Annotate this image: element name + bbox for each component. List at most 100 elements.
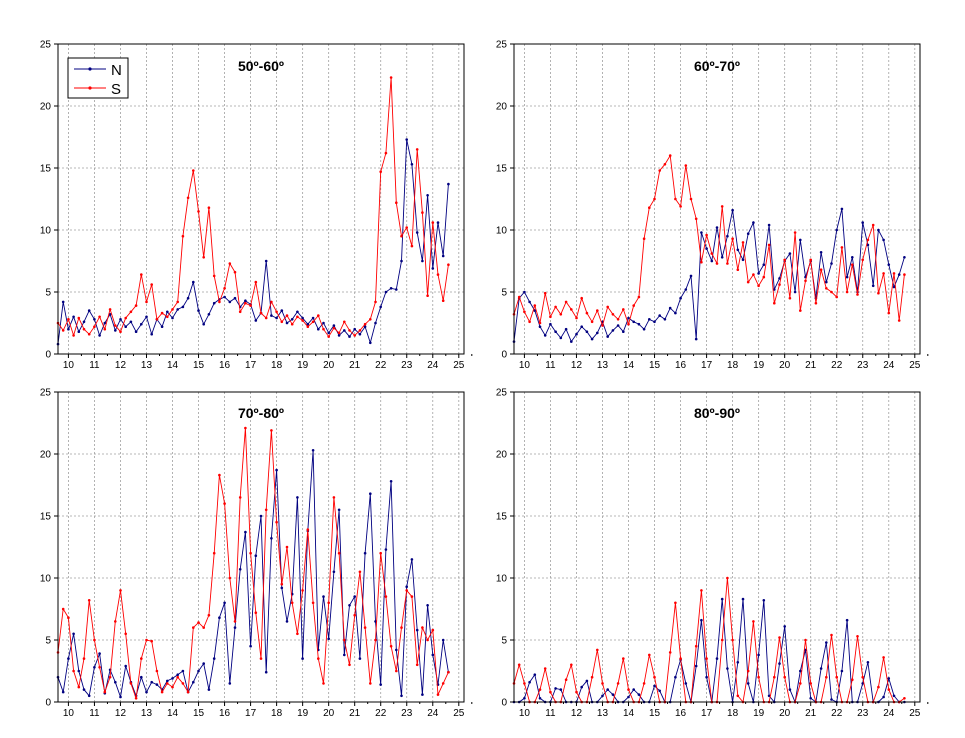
x-tick-label: 11 <box>89 708 100 719</box>
data-point-s <box>358 570 362 574</box>
data-point-s <box>700 260 703 264</box>
data-point-n <box>642 327 646 331</box>
data-point-s <box>762 275 766 279</box>
data-point-n <box>82 688 86 691</box>
panel-80-90: 10 11 12 13 14 15 16 17 18 19 20 21 22 23 24 25 0 5 10 15 20… <box>496 388 929 719</box>
data-point-s <box>694 217 698 221</box>
data-point-n <box>622 330 625 334</box>
x-tick-label: 24 <box>427 708 439 719</box>
data-point-n <box>166 679 169 683</box>
data-point-n <box>228 300 232 304</box>
data-point-s <box>861 675 864 679</box>
data-point-s <box>280 582 284 586</box>
data-point-n <box>270 537 273 540</box>
data-point-s <box>585 311 589 315</box>
data-point-n <box>830 698 833 701</box>
x-tick-label: 12 <box>571 360 583 371</box>
data-point-s <box>327 601 331 605</box>
x-tick-label: 25 <box>453 360 465 371</box>
data-point-s <box>426 638 429 642</box>
data-point-s <box>290 322 294 326</box>
data-point-n <box>322 595 325 598</box>
data-point-n <box>296 310 299 314</box>
data-point-s <box>726 262 729 265</box>
data-point-s <box>679 657 682 660</box>
plot-area <box>514 392 920 702</box>
data-point-s <box>746 280 750 284</box>
x-tick-label: 18 <box>271 360 283 371</box>
data-point-n <box>720 597 724 601</box>
data-point-n <box>228 682 232 685</box>
data-point-s <box>746 669 750 673</box>
data-point-s <box>611 313 615 316</box>
data-point-n <box>202 662 205 665</box>
x-tick-label: 10 <box>519 708 531 719</box>
data-point-n <box>611 693 615 696</box>
data-point-n <box>793 290 797 294</box>
data-point-s <box>129 310 133 314</box>
data-point-s <box>804 279 807 283</box>
x-tick-label: 21 <box>805 708 817 719</box>
y-tick-label: 20 <box>496 450 508 461</box>
data-point-s <box>648 206 651 209</box>
data-point-s <box>441 682 445 685</box>
data-point-n <box>845 275 849 279</box>
data-point-n <box>554 687 557 690</box>
data-point-n <box>679 296 682 300</box>
data-point-n <box>285 321 289 325</box>
data-point-s <box>431 221 435 224</box>
data-point-s <box>82 657 86 660</box>
data-point-s <box>845 290 849 294</box>
data-point-n <box>150 332 153 336</box>
data-point-s <box>819 268 823 272</box>
data-point-s <box>799 682 802 685</box>
data-point-n <box>218 616 221 619</box>
data-point-n <box>689 274 693 278</box>
data-point-s <box>275 520 278 524</box>
data-point-s <box>622 308 625 311</box>
data-point-n <box>87 694 91 698</box>
x-tick-label: 11 <box>545 708 556 719</box>
data-point-s <box>259 657 263 660</box>
x-tick-label: 11 <box>545 360 556 371</box>
data-point-s <box>851 678 854 681</box>
data-point-n <box>580 325 583 329</box>
data-point-n <box>762 599 766 602</box>
data-point-s <box>564 678 568 681</box>
data-point-s <box>389 644 393 648</box>
y-tick-label: 15 <box>496 512 508 523</box>
data-point-s <box>415 148 419 151</box>
data-point-n <box>788 688 792 691</box>
data-point-n <box>648 318 651 321</box>
data-point-s <box>447 670 450 674</box>
panel-title: 80º-90º <box>694 405 740 421</box>
data-point-n <box>611 329 615 332</box>
data-point-s <box>533 304 537 307</box>
data-point-n <box>327 637 331 641</box>
data-point-s <box>238 496 242 499</box>
data-point-n <box>322 321 325 325</box>
data-point-n <box>317 327 320 331</box>
data-point-s <box>374 638 377 642</box>
data-point-n <box>596 331 599 335</box>
data-point-s <box>270 429 273 432</box>
data-point-n <box>306 322 310 326</box>
data-point-n <box>684 288 688 291</box>
y-tick-label: 25 <box>496 40 508 51</box>
data-point-n <box>543 334 547 337</box>
data-point-n <box>311 316 315 320</box>
data-point-s <box>720 205 724 208</box>
data-point-s <box>410 244 414 248</box>
x-tick-label: 17 <box>245 708 257 719</box>
data-point-n <box>426 194 429 197</box>
data-point-s <box>559 313 563 316</box>
data-point-n <box>197 309 200 312</box>
data-point-n <box>741 597 745 601</box>
data-point-n <box>249 644 252 648</box>
data-point-n <box>441 638 445 642</box>
x-tick-label: 25 <box>909 360 921 371</box>
data-point-n <box>285 620 289 623</box>
data-point-n <box>726 234 729 238</box>
data-point-n <box>145 315 148 319</box>
